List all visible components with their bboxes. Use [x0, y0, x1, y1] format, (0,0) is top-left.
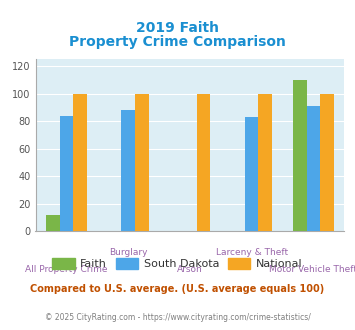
- Bar: [245, 117, 258, 231]
- Bar: [60, 116, 73, 231]
- Text: © 2025 CityRating.com - https://www.cityrating.com/crime-statistics/: © 2025 CityRating.com - https://www.city…: [45, 313, 310, 322]
- Bar: [135, 94, 148, 231]
- Bar: [320, 94, 334, 231]
- Bar: [197, 94, 210, 231]
- Text: 2019 Faith: 2019 Faith: [136, 21, 219, 35]
- Bar: [258, 94, 272, 231]
- Bar: [73, 94, 87, 231]
- Text: Compared to U.S. average. (U.S. average equals 100): Compared to U.S. average. (U.S. average …: [31, 284, 324, 294]
- Bar: [46, 214, 60, 231]
- Text: Larceny & Theft: Larceny & Theft: [215, 248, 288, 257]
- Text: Burglary: Burglary: [109, 248, 147, 257]
- Bar: [293, 80, 307, 231]
- Bar: [121, 110, 135, 231]
- Text: Motor Vehicle Theft: Motor Vehicle Theft: [269, 265, 355, 274]
- Text: Arson: Arson: [177, 265, 203, 274]
- Legend: Faith, South Dakota, National: Faith, South Dakota, National: [48, 253, 307, 273]
- Text: All Property Crime: All Property Crime: [25, 265, 108, 274]
- Bar: [307, 106, 320, 231]
- Text: Property Crime Comparison: Property Crime Comparison: [69, 35, 286, 49]
